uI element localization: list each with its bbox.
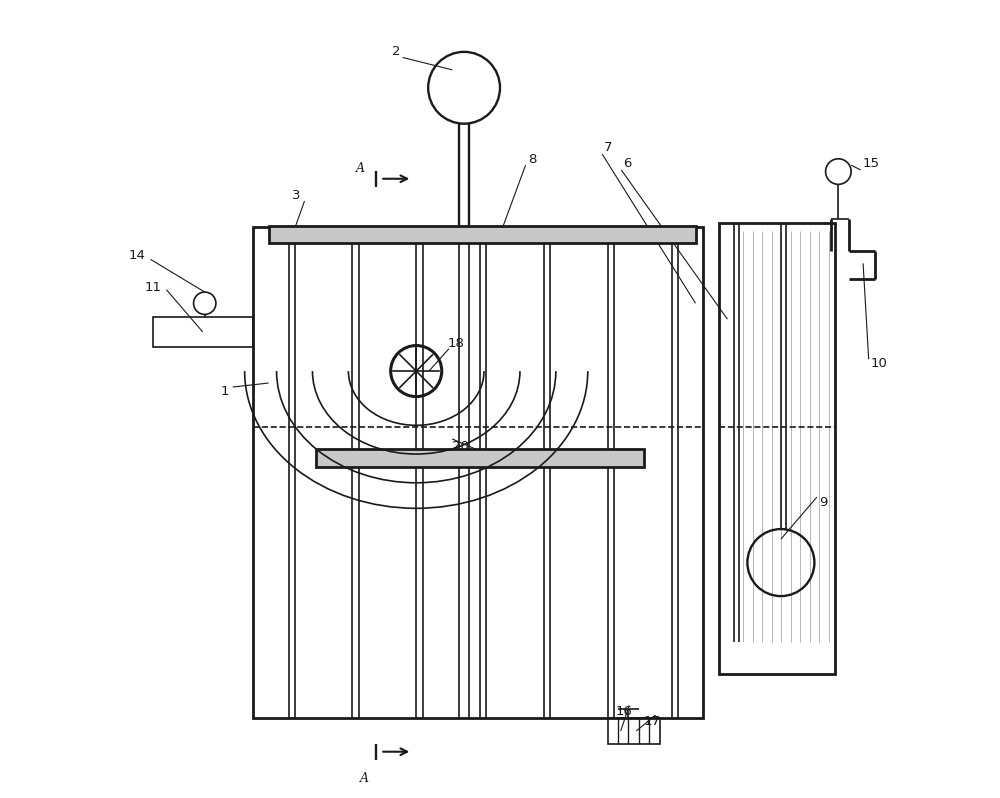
Text: A: A <box>356 162 365 175</box>
Bar <box>719 223 835 674</box>
Text: 7: 7 <box>603 141 612 154</box>
Text: 3: 3 <box>292 189 301 202</box>
Text: 14: 14 <box>128 249 145 262</box>
Text: 1: 1 <box>220 385 229 397</box>
Text: 10: 10 <box>871 357 887 369</box>
Text: 6: 6 <box>623 157 632 170</box>
Bar <box>269 226 696 243</box>
Text: 18: 18 <box>448 337 465 350</box>
Text: 16: 16 <box>615 705 632 718</box>
Text: 11: 11 <box>144 281 161 294</box>
Bar <box>608 718 660 744</box>
Text: 9: 9 <box>819 496 827 509</box>
Text: A: A <box>360 772 369 784</box>
Bar <box>316 449 644 467</box>
Text: 20: 20 <box>452 440 469 453</box>
Bar <box>253 227 703 718</box>
Text: 8: 8 <box>528 153 536 166</box>
Text: 2: 2 <box>392 45 401 58</box>
Text: 15: 15 <box>863 157 880 170</box>
Text: 17: 17 <box>643 715 660 728</box>
Bar <box>153 317 253 347</box>
